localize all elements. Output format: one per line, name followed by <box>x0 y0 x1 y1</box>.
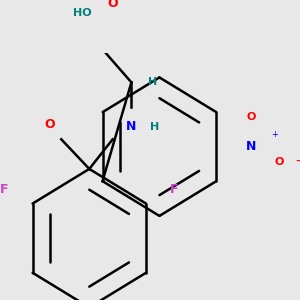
Text: O: O <box>44 118 55 131</box>
Text: H: H <box>148 77 157 87</box>
Text: H: H <box>150 122 159 132</box>
Text: O: O <box>246 112 256 122</box>
Text: O: O <box>107 0 118 10</box>
Text: +: + <box>271 130 278 139</box>
Text: N: N <box>126 120 136 134</box>
Text: N: N <box>246 140 256 153</box>
Text: F: F <box>0 183 8 196</box>
Text: HO: HO <box>73 8 92 18</box>
Text: F: F <box>170 183 178 196</box>
Text: O: O <box>274 157 284 166</box>
Text: -: - <box>296 154 300 169</box>
